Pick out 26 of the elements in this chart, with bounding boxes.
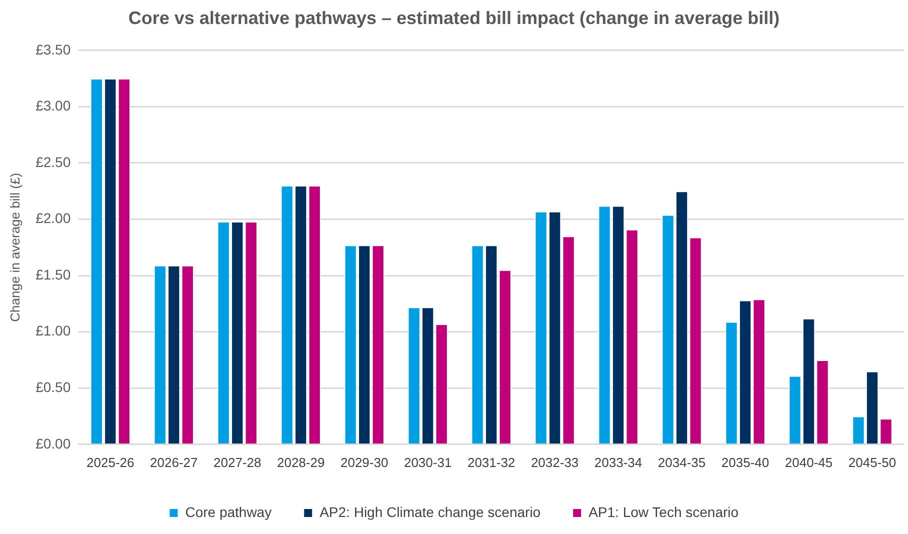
legend-label: Core pathway [185,504,272,520]
y-tick-label: £3.50 [36,41,71,58]
legend-label: AP2: High Climate change scenario [320,504,541,520]
x-tick-label: 2032-33 [530,454,579,470]
x-tick-label: 2045-50 [848,454,896,470]
x-tick-label: 2027-28 [214,454,262,470]
x-tick-label: 2028-29 [276,454,325,470]
y-tick-label: £1.00 [36,322,71,339]
legend-label: AP1: Low Tech scenario [588,504,739,520]
x-tick-label: 2031-32 [467,454,516,470]
x-tick-label: 2034-35 [658,454,706,470]
x-tick-label: 2035-40 [721,454,770,470]
y-tick-label: £2.50 [36,154,71,170]
x-tick-label: 2026-27 [150,454,198,470]
x-tick-label: 2033-34 [594,454,642,470]
y-axis-title: Change in average bill (£) [7,172,22,322]
x-tick-label: 2040-45 [784,454,833,470]
x-tick-label: 2025-26 [86,454,134,470]
y-tick-label: £2.00 [36,210,71,226]
y-tick-label: £3.00 [36,98,71,114]
y-tick-label: £0.50 [36,378,71,395]
y-tick-label: £0.00 [36,435,71,452]
x-tick-label: 2029-30 [340,454,388,470]
x-tick-label: 2030-31 [404,454,452,470]
y-tick-label: £1.50 [36,266,71,282]
chart-title: Core vs alternative pathways – estimated bill impact (change in average bill) [127,8,781,30]
